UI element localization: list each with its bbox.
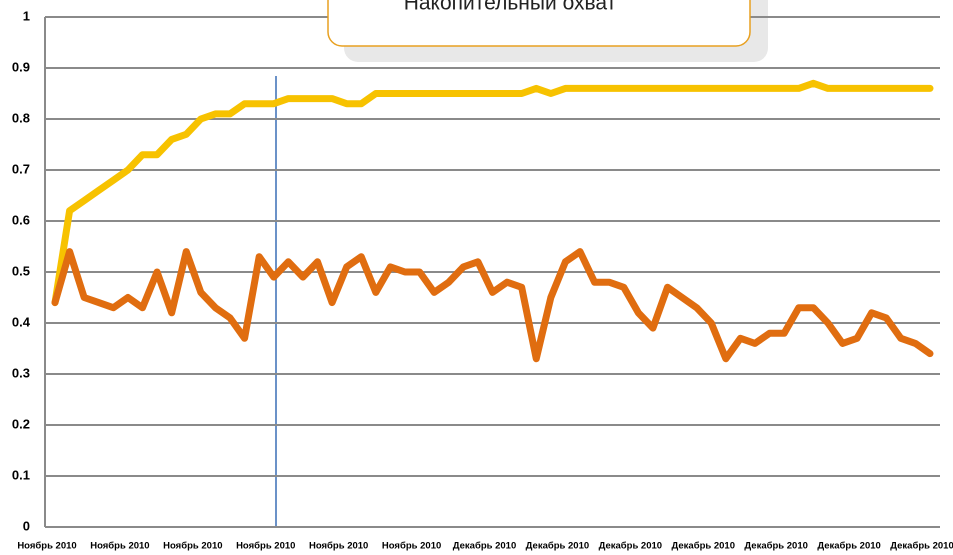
x-tick-label: Ноябрь 2010 — [236, 541, 295, 552]
y-tick-label: 0 — [23, 518, 30, 533]
legend-box — [327, 0, 751, 47]
x-tick-label: Декабрь 2010 — [744, 541, 808, 552]
x-tick-label: Ноябрь 2010 — [163, 541, 222, 552]
y-tick-label: 0.7 — [12, 161, 30, 176]
y-tick-label: 0.3 — [12, 365, 30, 380]
x-tick-label: Декабрь 2010 — [672, 541, 736, 552]
y-tick-label: 1 — [23, 8, 30, 23]
y-tick-label: 0.6 — [12, 212, 30, 227]
x-tick-label: Декабрь 2010 — [890, 541, 953, 552]
x-tick-label: Ноябрь 2010 — [90, 541, 149, 552]
x-tick-label: Ноябрь 2010 — [17, 541, 76, 552]
x-tick-label: Декабрь 2010 — [526, 541, 590, 552]
x-tick-label: Декабрь 2010 — [817, 541, 881, 552]
line-series — [51, 79, 934, 307]
y-tick-label: 0.1 — [12, 467, 30, 482]
y-tick-label: 0.2 — [12, 416, 30, 431]
y-tick-label: 0.9 — [12, 59, 30, 74]
legend-label: Накопительный охват — [404, 0, 617, 15]
y-tick-label: 0.5 — [12, 263, 30, 278]
x-tick-label: Декабрь 2010 — [599, 541, 663, 552]
x-tick-label: Декабрь 2010 — [453, 541, 517, 552]
x-tick-label: Ноябрь 2010 — [382, 541, 441, 552]
x-tick-label: Ноябрь 2010 — [309, 541, 368, 552]
plot-area: 0 0.1 0.2 0.3 0.4 0.5 0.6 0.7 0.8 0.9 1 Ноябрь 2010… — [12, 8, 953, 551]
line-series — [51, 248, 934, 363]
y-tick-label: 0.8 — [12, 110, 30, 125]
y-tick-label: 0.4 — [12, 314, 31, 329]
